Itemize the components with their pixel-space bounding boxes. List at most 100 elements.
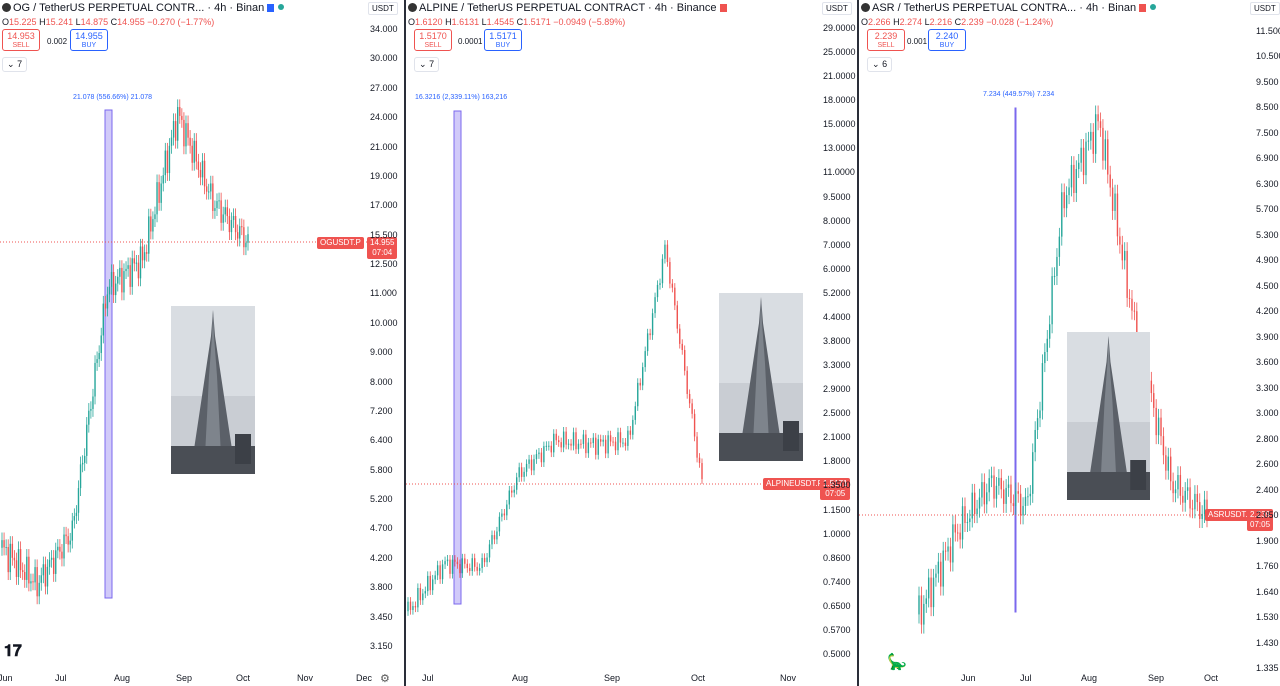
- chart-panel-alpine[interactable]: ALPINE / TetherUS PERPETUAL CONTRACT · 4…: [406, 0, 857, 686]
- indicators-toggle[interactable]: ⌄ 7: [2, 57, 28, 72]
- y-tick-label: 2.400: [1256, 484, 1279, 495]
- candle-body: [232, 216, 235, 220]
- candle-body: [553, 433, 555, 453]
- candle-body: [476, 566, 478, 571]
- candle-body: [1034, 429, 1036, 453]
- candle-body: [604, 439, 607, 454]
- candle-body: [61, 551, 63, 559]
- candle-body: [30, 581, 32, 584]
- candle-body: [181, 115, 183, 120]
- x-tick-label: Jul: [1020, 673, 1032, 683]
- symbol-header[interactable]: ASR / TetherUS PERPETUAL CONTRA... · 4h …: [861, 2, 1157, 14]
- candle-body: [1063, 192, 1065, 209]
- candle-body: [1007, 484, 1010, 488]
- candle-body: [927, 577, 930, 599]
- sell-button[interactable]: 1.5170 SELL: [414, 29, 452, 51]
- currency-selector[interactable]: USDT: [368, 2, 398, 15]
- indicators-toggle[interactable]: ⌄ 7: [414, 57, 440, 72]
- price-chart-alpine[interactable]: [406, 0, 857, 686]
- candle-body: [174, 121, 177, 141]
- candle-body: [28, 556, 30, 584]
- candle-body: [1196, 493, 1199, 503]
- sell-button[interactable]: 2.239 SELL: [867, 29, 905, 51]
- settings-gear-icon[interactable]: ⚙: [380, 673, 390, 685]
- candle-body: [1177, 474, 1179, 490]
- candle-body: [659, 283, 661, 285]
- y-tick-label: 2.1000: [823, 432, 851, 443]
- candle-body: [32, 581, 34, 583]
- y-tick-label: 11.500: [1256, 26, 1280, 36]
- chart-panel-asr[interactable]: ASR / TetherUS PERPETUAL CONTRA... · 4h …: [859, 0, 1280, 686]
- candle-body: [1124, 250, 1126, 261]
- candle-body: [158, 182, 160, 203]
- buy-button[interactable]: 14.955 BUY: [70, 29, 108, 51]
- candle-body: [412, 606, 414, 610]
- y-tick-label: 1.1500: [823, 504, 851, 515]
- candle-body: [1169, 456, 1172, 482]
- candle-body: [230, 219, 233, 233]
- candle-body: [587, 442, 590, 454]
- candle-body: [1070, 164, 1073, 188]
- candle-body: [7, 547, 9, 573]
- buy-button[interactable]: 2.240 BUY: [928, 29, 966, 51]
- candle-body: [40, 575, 42, 583]
- price-chart-asr[interactable]: [859, 0, 1280, 686]
- currency-selector[interactable]: USDT: [822, 2, 852, 15]
- candle-body: [441, 564, 444, 580]
- symbol-header[interactable]: ALPINE / TetherUS PERPETUAL CONTRACT · 4…: [408, 2, 727, 14]
- candle-body: [414, 606, 417, 608]
- candle-body: [143, 252, 146, 261]
- candle-body: [686, 370, 688, 394]
- candle-body: [969, 518, 971, 523]
- candle-body: [119, 267, 121, 277]
- symbol-price-tag: ASRUSDT.P: [1205, 509, 1256, 521]
- ohlc-values: O15.225 H15.241 L14.875 C14.955 −0.270 (…: [2, 17, 215, 27]
- candle-body: [71, 520, 73, 541]
- y-tick-label: 21.0000: [823, 71, 856, 82]
- currency-selector[interactable]: USDT: [1250, 2, 1280, 15]
- indicators-toggle[interactable]: ⌄ 6: [867, 57, 893, 72]
- measure-range[interactable]: [104, 109, 113, 599]
- y-tick-label: 9.500: [1256, 76, 1279, 87]
- candle-body: [38, 582, 40, 597]
- candle-body: [195, 140, 198, 162]
- chart-panel-og[interactable]: OG / TetherUS PERPETUAL CONTR... · 4h · …: [0, 0, 404, 686]
- dino-icon[interactable]: 🦕: [887, 654, 907, 671]
- candle-body: [1022, 505, 1024, 516]
- price-chart-og[interactable]: [0, 0, 404, 686]
- candle-body: [1000, 477, 1002, 490]
- y-tick-label: 2.5000: [823, 408, 851, 419]
- y-tick-label: 25.0000: [823, 47, 856, 58]
- measure-range[interactable]: [453, 110, 462, 605]
- buy-button[interactable]: 1.5171 BUY: [484, 29, 522, 51]
- panel-separator[interactable]: [857, 0, 859, 686]
- candle-body: [1027, 496, 1029, 498]
- candle-body: [224, 207, 226, 215]
- symbol-header[interactable]: OG / TetherUS PERPETUAL CONTR... · 4h · …: [2, 2, 285, 14]
- candle-body: [1162, 436, 1165, 456]
- y-tick-label: 3.150: [370, 641, 393, 651]
- candle-body: [1032, 452, 1034, 494]
- candle-body: [1182, 495, 1184, 503]
- candle-body: [114, 283, 117, 296]
- sell-button[interactable]: 14.953 SELL: [2, 29, 40, 51]
- y-tick-label: 0.5000: [823, 649, 851, 659]
- candle-body: [26, 556, 28, 580]
- measure-range[interactable]: [1014, 107, 1017, 613]
- candle-body: [612, 441, 614, 443]
- y-tick-label: 0.6500: [823, 600, 851, 611]
- candle-body: [34, 567, 36, 583]
- candle-body: [152, 219, 154, 232]
- x-tick-label: Nov: [297, 673, 314, 683]
- candle-body: [530, 459, 533, 471]
- candle-body: [407, 601, 409, 612]
- candle-body: [1111, 187, 1114, 211]
- last-price-tag: 14.955 07:04: [367, 237, 398, 259]
- candle-body: [1160, 417, 1162, 437]
- y-tick-label: 3.000: [1256, 408, 1279, 419]
- panel-separator[interactable]: [404, 0, 406, 686]
- candle-body: [478, 568, 481, 571]
- candle-body: [474, 558, 476, 567]
- candle-body: [222, 214, 224, 223]
- candle-body: [580, 443, 582, 445]
